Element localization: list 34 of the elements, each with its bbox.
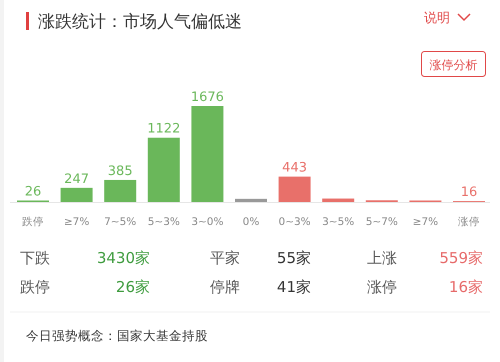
text: 3430家 bbox=[96, 249, 150, 267]
text: 上涨 bbox=[367, 249, 397, 267]
x-tick-label: 5~3% bbox=[148, 216, 180, 228]
x-tick-label: 5~7% bbox=[366, 216, 398, 228]
text: 涨停 bbox=[367, 278, 397, 296]
text: 16家 bbox=[448, 278, 483, 296]
text: 559家 bbox=[439, 249, 483, 267]
data-label: 16 bbox=[460, 185, 478, 200]
title: 涨跌统计：市场人气偏低迷 bbox=[38, 12, 242, 32]
x-tick-label: ≥7% bbox=[64, 216, 90, 228]
x-tick-label: 7~5% bbox=[104, 216, 136, 228]
data-label: 385 bbox=[108, 164, 133, 179]
x-tick-label: 3~5% bbox=[322, 216, 354, 228]
text: 41家 bbox=[276, 278, 311, 296]
data-label: 443 bbox=[282, 160, 308, 176]
x-tick-label: 跌停 bbox=[22, 216, 44, 228]
x-tick-label: 0% bbox=[242, 216, 260, 228]
x-tick-label: 3~0% bbox=[191, 216, 224, 228]
x-tick-label: ≥7% bbox=[412, 216, 438, 228]
text: 26家 bbox=[116, 278, 150, 296]
text: 今日强势概念：国家大基金持股 bbox=[26, 328, 208, 343]
text: 平家 bbox=[210, 249, 240, 267]
text: 涨停分析 bbox=[430, 58, 478, 72]
text: 55家 bbox=[276, 249, 311, 267]
data-label: 247 bbox=[64, 172, 90, 187]
text: 下跌 bbox=[20, 249, 50, 267]
data-label: 1122 bbox=[147, 122, 180, 137]
text: 跌停 bbox=[20, 278, 50, 296]
text: 说明 bbox=[424, 11, 450, 26]
data-label: 26 bbox=[24, 184, 42, 200]
text: 停牌 bbox=[210, 278, 240, 296]
data-label: 1676 bbox=[190, 90, 224, 105]
x-tick-label: 涨停 bbox=[458, 216, 480, 228]
x-tick-label: 0~3% bbox=[278, 216, 311, 228]
